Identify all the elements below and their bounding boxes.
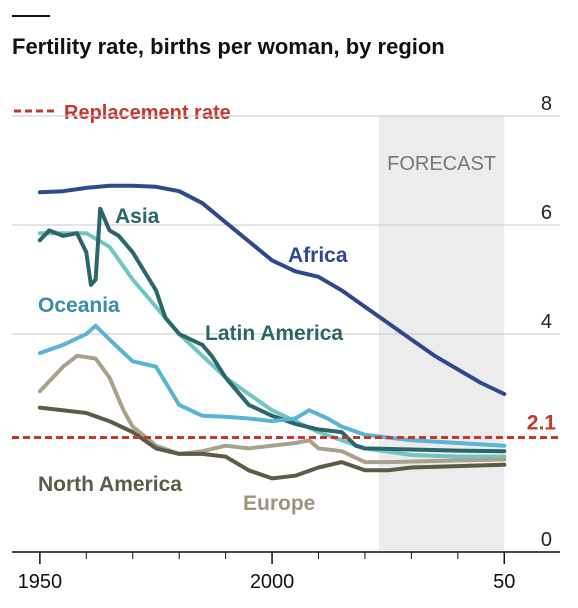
series-label: Europe (243, 492, 315, 515)
y-tick-label: 6 (541, 202, 552, 224)
series-label: Latin America (205, 322, 343, 345)
y-tick-label: 8 (541, 93, 552, 115)
series-label: Oceania (38, 294, 120, 317)
forecast-label: FORECAST (387, 153, 496, 175)
series-line (37, 323, 507, 448)
legend-label: Replacement rate (64, 102, 231, 124)
reference-label: 2.1 (527, 412, 557, 435)
series-line (37, 405, 507, 481)
x-tick-label: 50 (493, 571, 515, 593)
series-label: North America (38, 473, 182, 496)
series-line (37, 353, 507, 465)
y-tick-label: 0 (541, 529, 552, 551)
y-tick-label: 4 (541, 311, 552, 333)
series-line (37, 206, 507, 454)
chart-title: Fertility rate, births per woman, by reg… (12, 34, 445, 59)
series-line (37, 183, 507, 396)
x-tick-label: 2000 (250, 571, 295, 593)
series-label: Africa (288, 244, 348, 267)
series-label: Asia (115, 205, 160, 228)
x-tick-label: 1950 (18, 571, 63, 593)
